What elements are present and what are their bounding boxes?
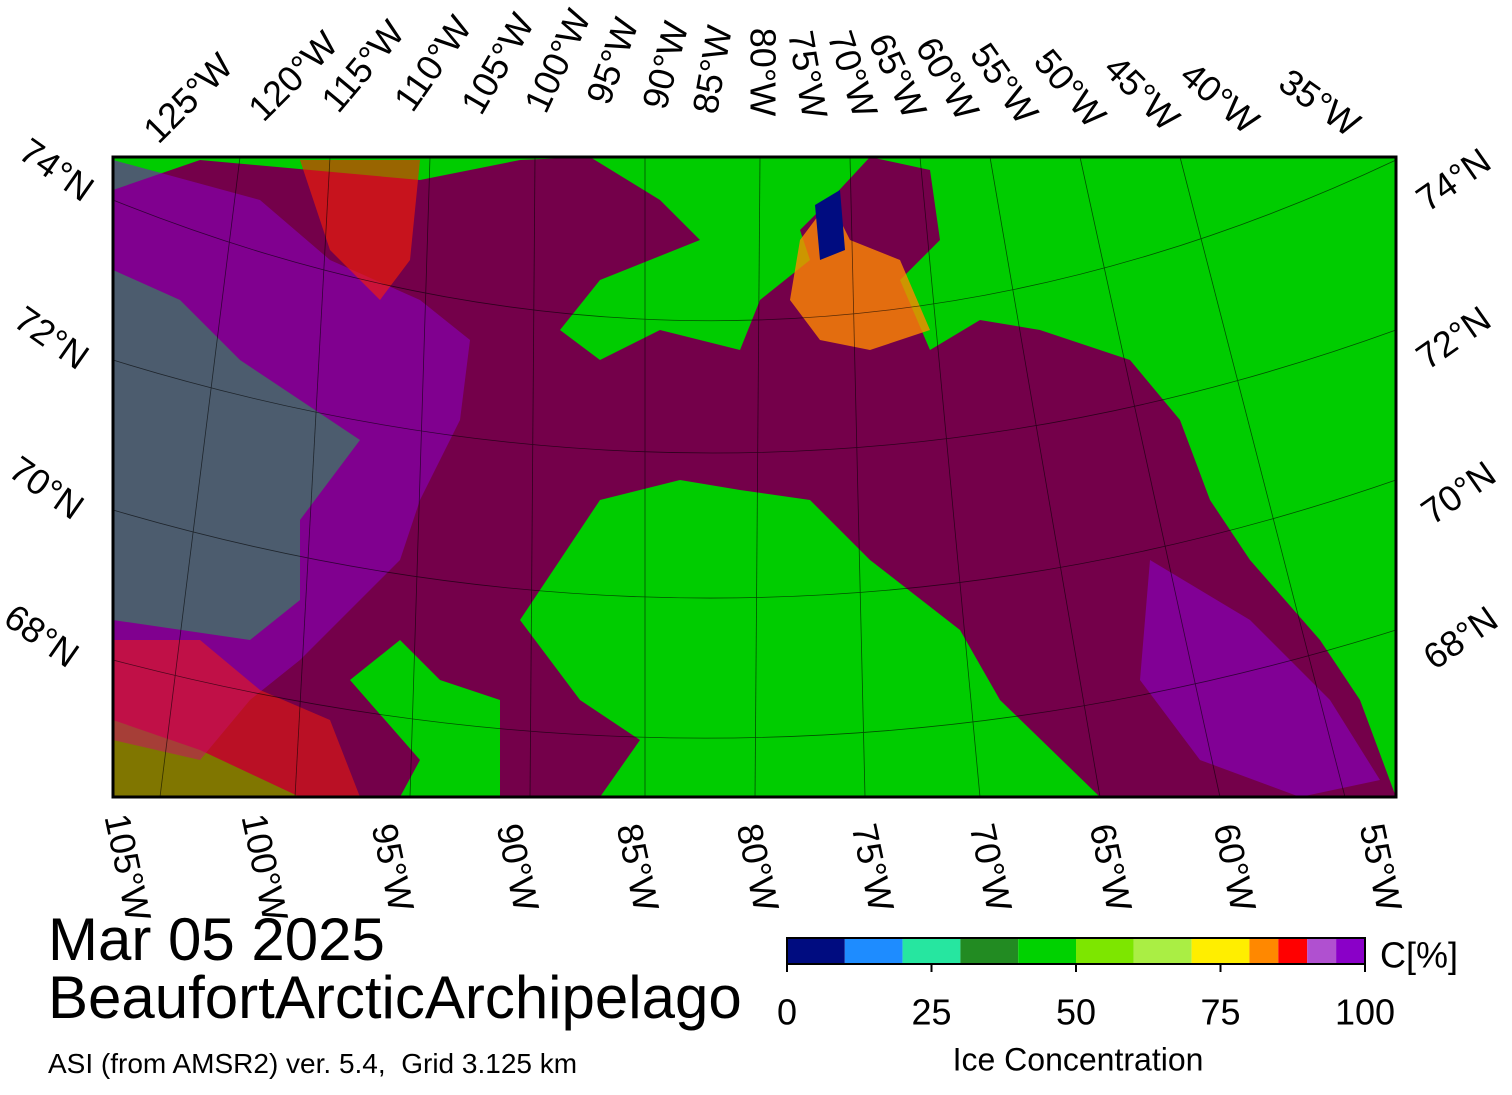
colorbar-segment (1249, 938, 1279, 964)
longitude-label: 45°W (1096, 47, 1188, 139)
colorbar-tick-label: 0 (777, 992, 797, 1033)
colorbar-segment (960, 938, 1019, 964)
longitude-label: 90°W (489, 820, 547, 915)
colorbar-segment (787, 938, 845, 964)
latitude-label: 70°N (2, 448, 91, 528)
longitude-label: 35°W (1272, 60, 1368, 144)
latitude-label: 68°N (0, 596, 86, 676)
longitude-label: 40°W (1173, 54, 1267, 142)
colorbar-label: Ice Concentration (953, 1041, 1204, 1077)
sea-ice-region (815, 190, 845, 260)
latitude-label: 72°N (1409, 298, 1498, 378)
latitude-label: 68°N (1416, 598, 1505, 678)
sea-ice-region (113, 160, 470, 760)
latitude-label: 70°N (1414, 453, 1503, 533)
latitude-label: 74°N (12, 130, 101, 210)
colorbar-tick-label: 75 (1200, 992, 1240, 1033)
longitude-label: 95°W (364, 820, 422, 915)
latitude-label: 72°N (7, 298, 96, 378)
graticule (112, 156, 1397, 798)
longitude-label: 80°W (729, 820, 787, 915)
longitude-label: 125°W (135, 45, 241, 151)
colorbar-segment (1278, 938, 1308, 964)
source-note: ASI (from AMSR2) ver. 5.4, Grid 3.125 km (48, 1048, 577, 1079)
longitude-label: 55°W (1352, 820, 1410, 915)
longitude-label: 75°W (844, 820, 902, 915)
colorbar-tick-label: 100 (1335, 992, 1395, 1033)
sea-ice-region (1140, 560, 1380, 797)
longitude-label: 65°W (1082, 820, 1140, 915)
map (111, 155, 1398, 799)
longitude-label: 85°W (609, 820, 667, 915)
map-frame (111, 155, 1398, 799)
longitude-label: 70°W (962, 820, 1020, 915)
date: Mar 05 2025 (48, 906, 385, 973)
colorbar-segment (902, 938, 961, 964)
longitude-label: 60°W (1206, 820, 1264, 915)
latitude-label: 74°N (1409, 140, 1498, 220)
sea-ice-region (300, 160, 420, 300)
colorbar-segment (1191, 938, 1250, 964)
colorbar-tick-label: 50 (1056, 992, 1096, 1033)
colorbar-segment (1018, 938, 1076, 964)
longitude-label: 80°W (742, 28, 783, 116)
colorbar-segment (1133, 938, 1192, 964)
colorbar-segment (1336, 938, 1365, 964)
region-title: BeaufortArcticArchipelago (48, 964, 742, 1031)
colorbar-segment (844, 938, 903, 964)
colorbar-unit: C[%] (1380, 935, 1458, 976)
colorbar-segment (1076, 938, 1134, 964)
colorbar-segment (1307, 938, 1337, 964)
colorbar-tick-label: 25 (911, 992, 951, 1033)
longitude-label: 50°W (1026, 41, 1114, 135)
